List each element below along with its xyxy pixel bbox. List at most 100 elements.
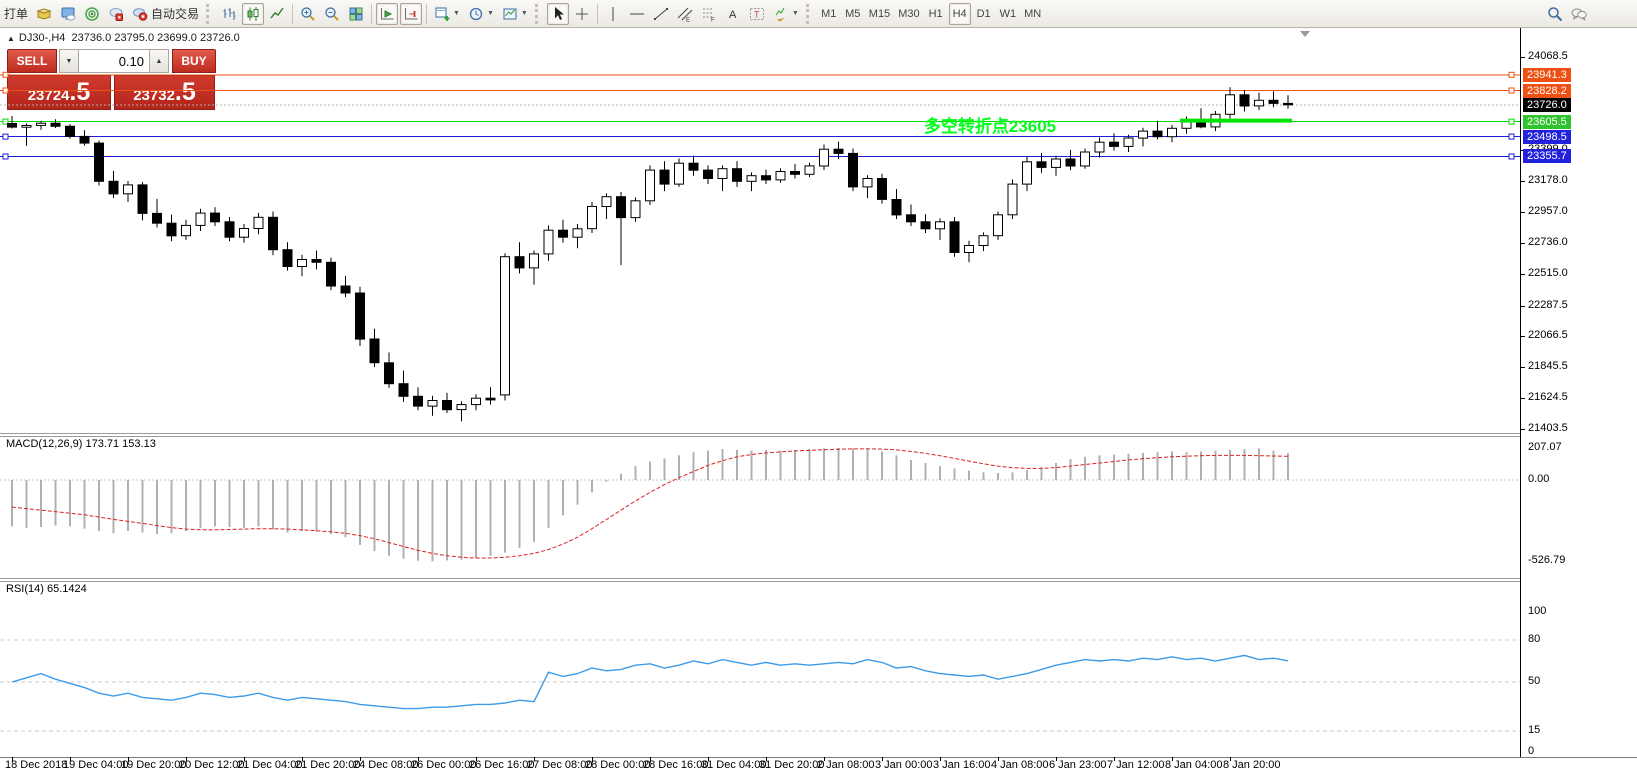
arrows-button[interactable]: ▼ — [770, 3, 802, 25]
chart-shift-button[interactable] — [400, 2, 423, 25]
chart-area[interactable]: ▲ DJ30-,H4 23736.0 23795.0 23699.0 23726.… — [0, 28, 1637, 777]
line-handle[interactable] — [1508, 71, 1515, 78]
candle-body-bull — [1138, 130, 1148, 139]
search-button[interactable] — [1544, 3, 1566, 25]
svg-text:T: T — [754, 9, 760, 19]
line-handle[interactable] — [2, 71, 9, 78]
line-handle[interactable] — [2, 133, 9, 140]
price-tick-label: 22736.0 — [1528, 236, 1568, 248]
line-handle[interactable] — [1508, 118, 1515, 125]
timeframe-m1[interactable]: M1 — [818, 3, 840, 25]
timeframe-w1-label: W1 — [999, 7, 1017, 20]
line-handle[interactable] — [2, 118, 9, 125]
timeframe-m5[interactable]: M5 — [842, 3, 864, 25]
rsi-tick-label: 100 — [1528, 605, 1547, 617]
vertical-line-button[interactable] — [602, 3, 624, 25]
channel-icon: E — [677, 6, 693, 22]
candle-body-bull — [993, 214, 1003, 237]
price-chart-canvas[interactable]: 多空转折点23605 — [0, 36, 1520, 433]
candle-body-bull — [964, 245, 974, 253]
navigator-button[interactable] — [81, 3, 103, 25]
volume-input[interactable]: 0.10 — [79, 49, 149, 73]
zoom-in-button[interactable] — [297, 3, 319, 25]
candle-chart-button[interactable] — [242, 2, 265, 25]
collapse-triangle-icon[interactable]: ▲ — [7, 34, 15, 43]
bar-chart-button[interactable] — [218, 3, 240, 25]
line-handle[interactable] — [2, 153, 9, 160]
sell-price-main: 23724 — [27, 87, 70, 104]
tile-windows-button[interactable] — [345, 3, 367, 25]
sell-button[interactable]: SELL — [7, 49, 57, 73]
chevron-down-icon: ▼ — [65, 57, 73, 65]
timeframe-d1[interactable]: D1 — [973, 3, 995, 25]
candle-body-bear — [848, 152, 858, 188]
price-tick-label: 21403.5 — [1528, 422, 1568, 434]
chart-shift-icon — [403, 6, 419, 22]
date-label: 26 Dec 00:00 — [411, 759, 477, 771]
line-handle[interactable] — [1508, 153, 1515, 160]
template-button[interactable]: ▼ — [499, 3, 531, 25]
chart-shift-marker[interactable] — [1300, 31, 1310, 37]
community-chat-button[interactable] — [1568, 3, 1590, 25]
trendline-icon — [653, 6, 669, 22]
new-chart-button[interactable]: ▼ — [431, 3, 463, 25]
macd-canvas[interactable] — [0, 437, 1520, 578]
volume-decrease-button[interactable]: ▼ — [59, 49, 79, 73]
autotrade-button[interactable]: 自动交易 — [129, 3, 202, 25]
rsi-panel-separator[interactable] — [0, 578, 1637, 582]
text-button[interactable]: A — [722, 3, 744, 25]
chart-annotation-text[interactable]: 多空转折点23605 — [924, 116, 1056, 136]
date-label: 8 Jan 04:00 — [1165, 759, 1223, 771]
rsi-canvas[interactable] — [0, 582, 1520, 757]
dropdown-arrow-icon[interactable]: ▼ — [453, 10, 460, 17]
line-handle[interactable] — [1508, 133, 1515, 140]
sell-price-display[interactable]: 23724.5 — [7, 75, 111, 110]
new-order-button[interactable]: 打单 — [0, 3, 31, 25]
dropdown-arrow-icon[interactable]: ▼ — [486, 10, 494, 17]
timeframe-w1[interactable]: W1 — [997, 3, 1020, 25]
line-handle[interactable] — [1508, 87, 1515, 94]
text-tool-icon: A — [725, 6, 741, 22]
trendline-button[interactable] — [650, 3, 672, 25]
candle-body-bull — [239, 228, 249, 238]
market-watch-button[interactable] — [33, 3, 55, 25]
price-tick-label: 23178.0 — [1528, 174, 1568, 186]
hline-icon — [629, 6, 645, 22]
dropdown-arrow-icon[interactable]: ▼ — [791, 10, 799, 17]
period-selector-button[interactable]: ▼ — [465, 3, 497, 25]
buy-price-frac: .5 — [174, 78, 196, 106]
svg-text:F: F — [711, 17, 715, 22]
channel-button[interactable]: E — [674, 3, 696, 25]
timeframe-m30[interactable]: M30 — [895, 3, 922, 25]
cursor-button[interactable] — [546, 2, 569, 25]
crosshair-button[interactable] — [571, 3, 593, 25]
terminal-button[interactable] — [105, 3, 127, 25]
zoom-out-button[interactable] — [321, 3, 343, 25]
rsi-tick-label: 0 — [1528, 745, 1535, 757]
date-label: 19 Dec 04:00 — [63, 759, 129, 771]
data-window-button[interactable] — [57, 3, 79, 25]
label-button[interactable]: T — [746, 3, 768, 25]
navigator-icon — [84, 6, 100, 22]
horizontal-line-button[interactable] — [626, 3, 648, 25]
buy-price-display[interactable]: 23732.5 — [114, 75, 215, 110]
price-axis[interactable]: 24068.523399.023178.022957.022736.022515… — [1520, 28, 1637, 758]
dropdown-arrow-icon[interactable]: ▼ — [520, 10, 528, 17]
timeframe-mn[interactable]: MN — [1021, 3, 1044, 25]
line-handle[interactable] — [2, 87, 9, 94]
timeframe-m15[interactable]: M15 — [866, 3, 893, 25]
buy-button[interactable]: BUY — [172, 49, 216, 73]
line-chart-button[interactable] — [266, 3, 288, 25]
macd-panel-separator[interactable] — [0, 433, 1637, 437]
auto-scroll-button[interactable] — [376, 2, 399, 25]
fibonacci-button[interactable]: F — [698, 3, 720, 25]
candle-body-bear — [688, 162, 699, 171]
time-tick-mark — [998, 757, 999, 761]
timeframe-h1[interactable]: H1 — [925, 3, 947, 25]
candle-body-bull — [1254, 99, 1264, 107]
candle-body-bear — [949, 221, 960, 254]
timeframe-h4[interactable]: H4 — [948, 2, 971, 25]
volume-increase-button[interactable]: ▲ — [149, 49, 169, 73]
candle-body-bull — [819, 148, 829, 167]
price-tick-mark — [1521, 212, 1525, 213]
